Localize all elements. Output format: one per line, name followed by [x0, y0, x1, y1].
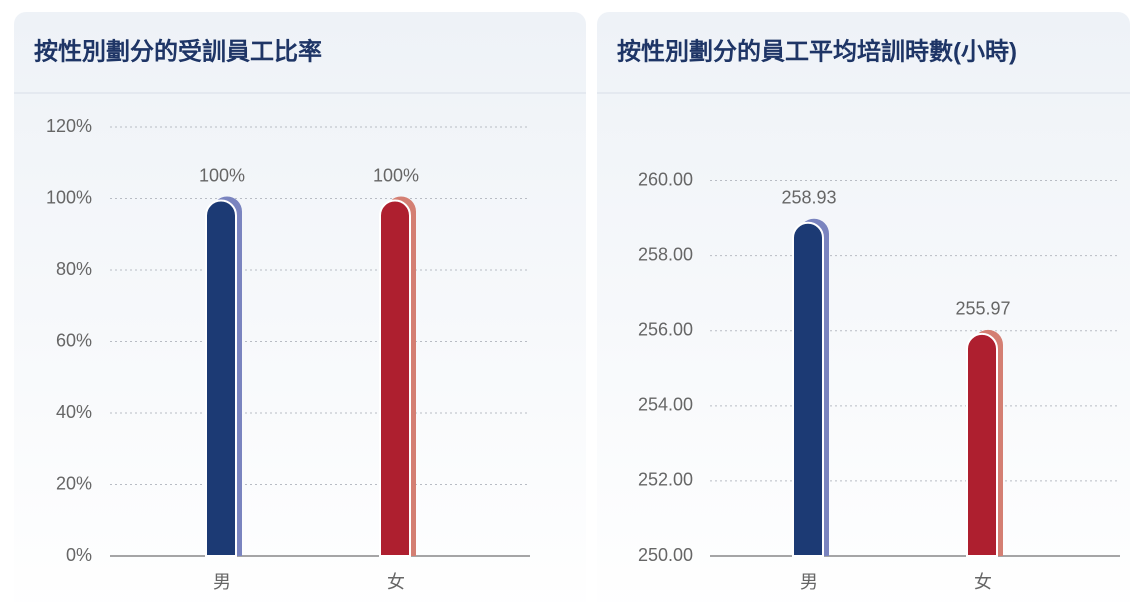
y-tick-label: 80% — [56, 259, 92, 279]
y-tick-label: 258.00 — [638, 244, 693, 264]
panel — [14, 12, 586, 607]
y-tick-label: 256.00 — [638, 319, 693, 339]
y-tick-label: 252.00 — [638, 470, 693, 490]
value-label: 258.93 — [781, 187, 836, 207]
bar — [792, 221, 824, 557]
x-tick-label: 男 — [800, 572, 818, 592]
y-tick-label: 250.00 — [638, 545, 693, 565]
y-tick-label: 20% — [56, 473, 92, 493]
y-tick-label: 100% — [46, 187, 92, 207]
bar — [966, 332, 998, 557]
y-tick-label: 40% — [56, 402, 92, 422]
x-tick-label: 女 — [387, 572, 405, 592]
value-label: 100% — [373, 165, 419, 185]
y-tick-label: 254.00 — [638, 395, 693, 415]
y-tick-label: 260.00 — [638, 169, 693, 189]
y-tick-label: 60% — [56, 330, 92, 350]
x-tick-label: 女 — [974, 572, 992, 592]
panel — [597, 12, 1130, 607]
y-tick-label: 0% — [66, 545, 92, 565]
y-tick-label: 120% — [46, 116, 92, 136]
bar — [205, 199, 237, 557]
x-tick-label: 男 — [213, 572, 231, 592]
bar — [379, 199, 411, 557]
value-label: 100% — [199, 165, 245, 185]
chart-title: 按性別劃分的員工平均培訓時數(小時) — [617, 37, 1017, 65]
value-label: 255.97 — [955, 299, 1010, 319]
chart-title: 按性別劃分的受訓員工比率 — [34, 37, 322, 65]
